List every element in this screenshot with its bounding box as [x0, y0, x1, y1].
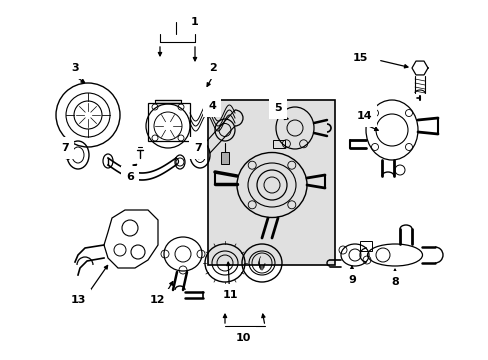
Text: 8: 8	[390, 277, 398, 287]
Bar	[272, 108, 285, 116]
Bar	[272, 140, 285, 148]
Text: 7: 7	[194, 143, 202, 153]
Text: 6: 6	[126, 172, 134, 182]
Text: 9: 9	[347, 275, 355, 285]
Bar	[359, 241, 371, 251]
Text: 2: 2	[209, 63, 217, 73]
Text: 10: 10	[235, 333, 250, 343]
Text: 4: 4	[207, 101, 216, 111]
Text: 13: 13	[70, 295, 85, 305]
Bar	[221, 152, 228, 164]
Text: 3: 3	[71, 63, 79, 73]
Text: 5: 5	[274, 103, 281, 113]
Text: 1: 1	[191, 17, 199, 27]
Text: 14: 14	[355, 111, 371, 121]
Bar	[148, 103, 190, 141]
Text: 15: 15	[351, 53, 367, 63]
Text: 12: 12	[149, 295, 164, 305]
Text: 7: 7	[61, 143, 69, 153]
Text: 11: 11	[222, 290, 237, 300]
Bar	[207, 100, 334, 265]
